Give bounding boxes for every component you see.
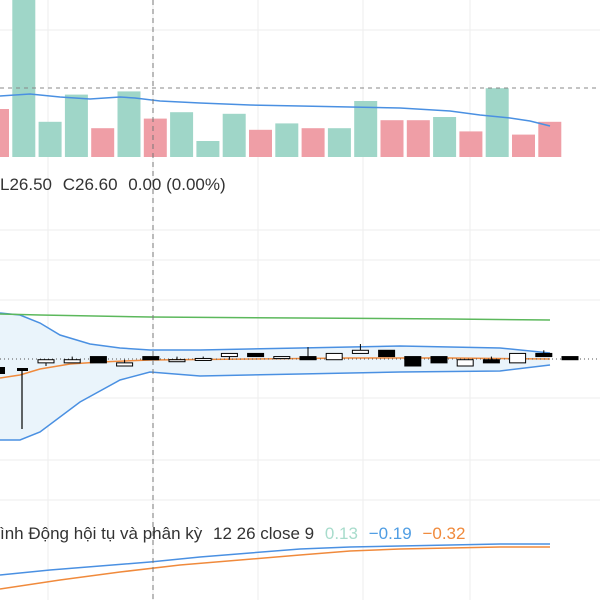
candlestick <box>63 356 81 364</box>
volume-bar <box>117 91 141 157</box>
volume-bar <box>12 0 36 157</box>
candlestick <box>273 356 291 360</box>
candlestick <box>561 356 579 361</box>
ohlc-close-value: C26.60 <box>62 175 118 194</box>
candle-partial <box>0 367 5 374</box>
macd-value-1: 0.13 <box>324 524 358 543</box>
candlestick <box>404 356 422 367</box>
volume-bar <box>91 128 115 157</box>
ohlc-change-value: 0.00 (0.00%) <box>128 175 226 194</box>
ohlc-legend: L26.50 C26.60 0.00 (0.00%) <box>0 175 232 195</box>
volume-bar <box>301 128 325 157</box>
volume-bar <box>485 88 509 157</box>
candlestick <box>430 356 448 364</box>
volume-bar <box>0 109 9 157</box>
candlestick <box>194 356 212 361</box>
candlestick <box>168 356 186 363</box>
volume-bar <box>512 134 535 157</box>
volume-pane <box>0 0 600 157</box>
macd-legend: ình Động hội tụ và phân kỳ 12 26 close 9… <box>0 524 471 544</box>
candlestick <box>535 350 553 358</box>
candlestick <box>325 352 343 361</box>
candlestick <box>89 356 107 364</box>
bollinger-band-fill <box>0 313 550 440</box>
volume-bar <box>143 118 167 157</box>
macd-value-3: −0.32 <box>422 524 466 543</box>
candlestick <box>247 352 265 358</box>
candlestick <box>116 359 134 367</box>
candlestick <box>509 352 527 364</box>
volume-bar <box>406 120 430 157</box>
volume-bar <box>380 120 404 157</box>
candlestick <box>142 356 160 361</box>
macd-pane <box>0 543 550 590</box>
volume-bar <box>249 129 272 157</box>
volume-bar <box>38 121 62 157</box>
volume-bar <box>433 117 457 157</box>
macd-signal-line <box>0 546 550 590</box>
volume-bar <box>64 94 88 157</box>
volume-bar <box>354 101 378 157</box>
volume-bar <box>275 123 299 157</box>
candlestick <box>37 359 55 366</box>
volume-bar <box>196 141 220 157</box>
candle-long-wick-body <box>17 368 28 371</box>
candlestick <box>220 352 238 360</box>
volume-moving-average-line <box>0 93 551 127</box>
macd-indicator-params: 12 26 close 9 <box>212 524 315 543</box>
bollinger-band-lower-line <box>0 364 551 441</box>
candlestick <box>482 356 500 364</box>
volume-bar <box>538 121 562 157</box>
upper-trend-line <box>0 313 551 321</box>
ohlc-low-value: L26.50 <box>0 175 52 194</box>
volume-bar <box>222 113 246 157</box>
macd-value-2: −0.19 <box>368 524 412 543</box>
candlestick <box>378 349 396 358</box>
volume-bar <box>170 112 194 157</box>
candlestick <box>299 347 317 361</box>
candlestick <box>351 344 369 354</box>
bollinger-band-upper-line <box>0 312 551 354</box>
macd-indicator-name: ình Động hội tụ và phân kỳ <box>0 524 203 543</box>
candlestick <box>456 359 474 367</box>
volume-bar <box>327 128 351 157</box>
volume-bar <box>459 131 483 157</box>
candlestick-series <box>37 344 579 367</box>
price-pane <box>0 312 600 441</box>
macd-line <box>0 543 550 576</box>
